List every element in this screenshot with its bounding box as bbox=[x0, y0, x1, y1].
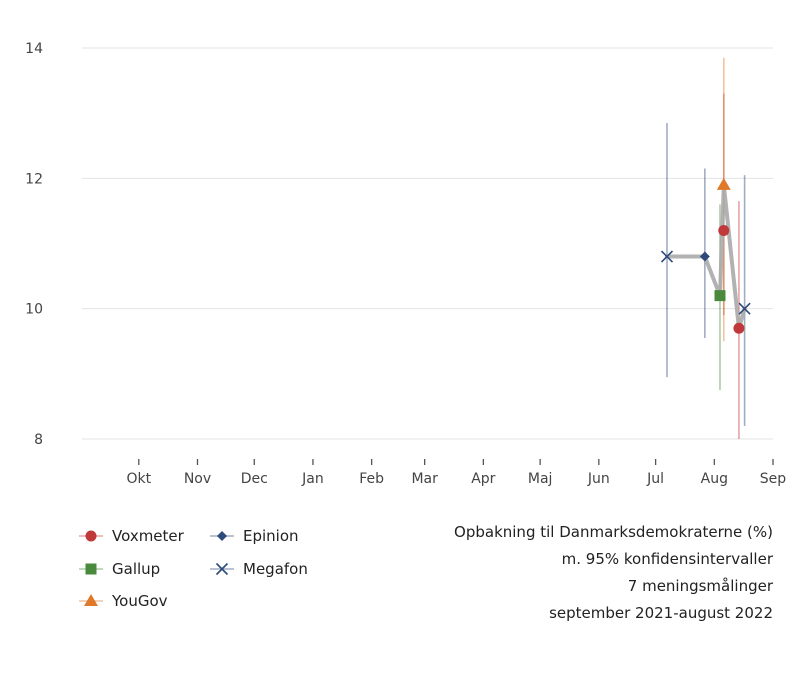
legend-symbol bbox=[85, 563, 97, 575]
legend-marker-triangle bbox=[79, 594, 103, 606]
data-point-epinion bbox=[699, 251, 710, 262]
caption-line-3: 7 meningsmålinger bbox=[627, 577, 773, 595]
legend-label: Epinion bbox=[243, 527, 299, 545]
legend-symbol bbox=[84, 594, 98, 606]
legend-item-gallup: Gallup bbox=[78, 557, 160, 581]
x-tick-label: Maj bbox=[528, 471, 553, 487]
legend-label: Gallup bbox=[112, 560, 161, 578]
legend-marker-diamond bbox=[210, 531, 234, 541]
data-point-gallup bbox=[714, 290, 726, 302]
x-tick-label: Feb bbox=[359, 471, 384, 487]
data-points bbox=[660, 177, 751, 334]
error-bars bbox=[666, 57, 746, 439]
data-point-voxmeter bbox=[733, 322, 745, 334]
x-tick-label: Dec bbox=[241, 471, 268, 487]
caption-line-1: Opbakning til Danmarksdemokraterne (%) bbox=[454, 523, 773, 541]
legend-marker-x bbox=[210, 562, 234, 576]
data-point-megafon bbox=[738, 302, 751, 315]
y-tick-label: 8 bbox=[34, 432, 43, 448]
x-tick-label: Okt bbox=[126, 471, 151, 487]
legend-marker-square bbox=[79, 563, 103, 575]
x-tick-label: Jul bbox=[646, 471, 664, 487]
poll-chart: 8 10 12 14 Okt Nov Dec Jan Feb Mar Apr Maj Jun Jul Au… bbox=[25, 41, 786, 487]
legend-symbol bbox=[215, 562, 229, 576]
legend-label: YouGov bbox=[112, 592, 168, 610]
y-tick-label: 10 bbox=[25, 302, 43, 318]
data-point-yougov bbox=[716, 177, 731, 190]
data-point-megafon bbox=[660, 250, 674, 263]
data-point-voxmeter bbox=[718, 224, 730, 236]
legend-label: Voxmeter bbox=[112, 527, 184, 545]
x-tick-label: Jan bbox=[301, 471, 324, 487]
legend-label: Megafon bbox=[243, 560, 308, 578]
chart-caption: Opbakning til Danmarksdemokraterne (%) m… bbox=[454, 519, 773, 627]
x-axis: Okt Nov Dec Jan Feb Mar Apr Maj Jun Jul Aug Sep bbox=[126, 459, 786, 487]
x-tick-label: Sep bbox=[760, 471, 787, 487]
y-tick-label: 12 bbox=[25, 171, 43, 187]
legend-symbol bbox=[217, 531, 227, 541]
legend-item-yougov: YouGov bbox=[78, 589, 168, 613]
x-tick-label: Mar bbox=[411, 471, 438, 487]
legend-item-voxmeter: Voxmeter bbox=[78, 524, 184, 548]
legend-marker-circle bbox=[79, 530, 103, 542]
x-tick-label: Apr bbox=[471, 471, 495, 487]
y-axis: 8 10 12 14 bbox=[25, 41, 43, 448]
gridlines bbox=[82, 47, 773, 440]
legend: Voxmeter Gallup YouGov Epinion Megafon bbox=[78, 524, 378, 624]
caption-line-4: september 2021-august 2022 bbox=[549, 604, 773, 622]
legend-item-megafon: Megafon bbox=[209, 557, 308, 581]
caption-line-2: m. 95% konfidensintervaller bbox=[561, 550, 773, 568]
x-tick-label: Jun bbox=[587, 471, 610, 487]
x-tick-label: Nov bbox=[184, 471, 211, 487]
x-tick-label: Aug bbox=[701, 471, 728, 487]
y-tick-label: 14 bbox=[25, 41, 43, 57]
legend-symbol bbox=[85, 530, 97, 542]
legend-item-epinion: Epinion bbox=[209, 524, 299, 548]
